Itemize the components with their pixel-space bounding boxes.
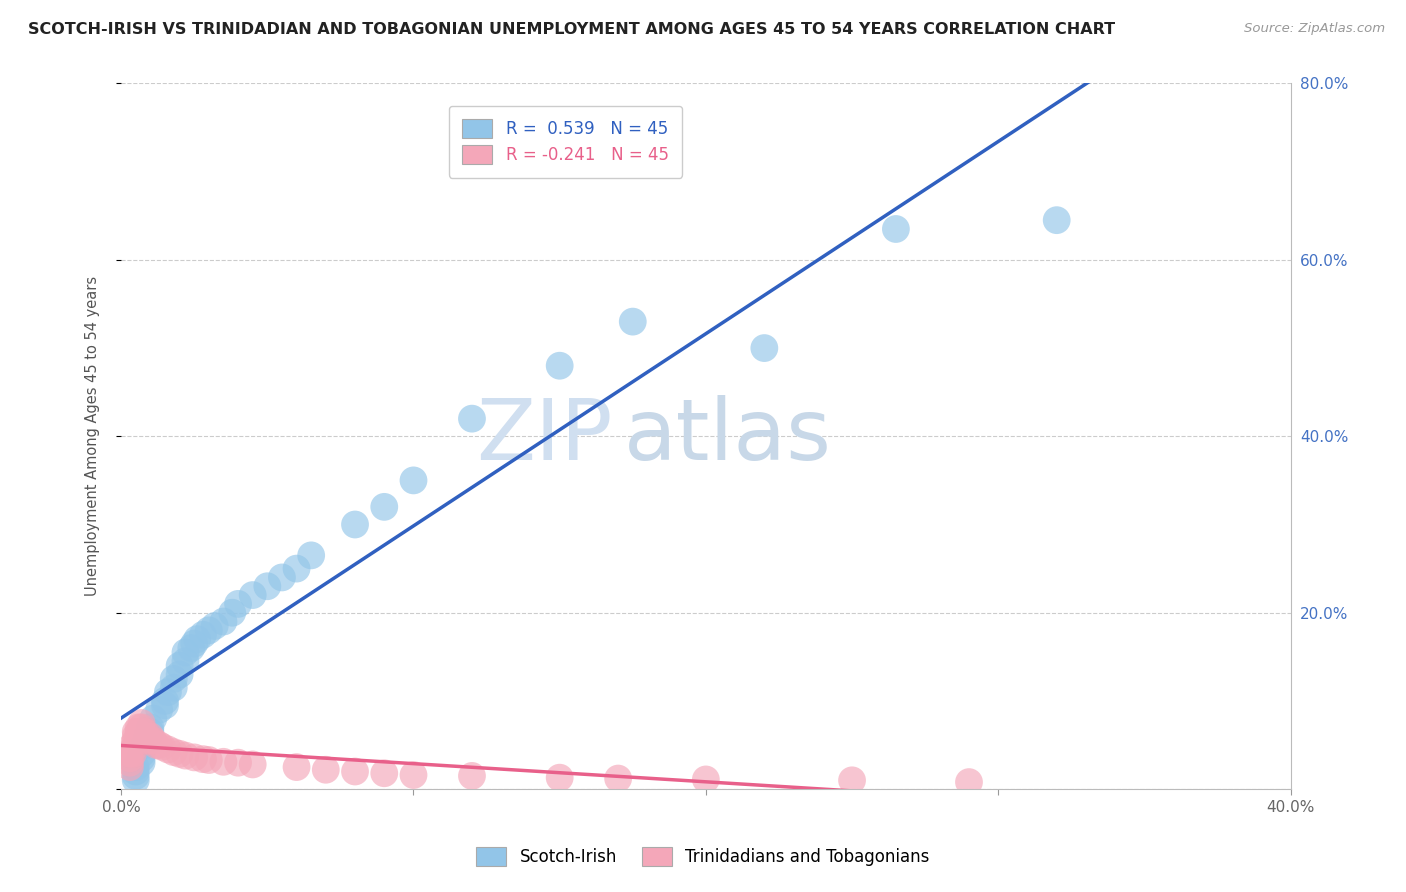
Point <box>221 606 243 620</box>
Point <box>131 720 153 734</box>
Point <box>156 685 179 699</box>
Point <box>121 747 143 761</box>
Point <box>169 658 191 673</box>
Point <box>344 764 367 779</box>
Point <box>134 729 156 743</box>
Point <box>163 745 186 759</box>
Point <box>548 359 571 373</box>
Point <box>125 729 148 743</box>
Point <box>198 624 221 638</box>
Point <box>226 597 249 611</box>
Point <box>373 766 395 780</box>
Point <box>139 733 162 747</box>
Point <box>121 742 143 756</box>
Point <box>884 222 907 236</box>
Point <box>142 733 165 747</box>
Point <box>461 411 484 425</box>
Point <box>299 549 322 563</box>
Point <box>163 681 186 695</box>
Point <box>142 712 165 726</box>
Point <box>131 756 153 770</box>
Point <box>156 742 179 756</box>
Point <box>125 764 148 779</box>
Point <box>191 752 214 766</box>
Point <box>163 672 186 686</box>
Point <box>957 775 980 789</box>
Point <box>118 747 141 761</box>
Point <box>125 760 148 774</box>
Point <box>125 724 148 739</box>
Point <box>148 738 170 752</box>
Point <box>402 474 425 488</box>
Point <box>174 748 197 763</box>
Point <box>183 637 205 651</box>
Point <box>174 645 197 659</box>
Point <box>402 768 425 782</box>
Point <box>139 720 162 734</box>
Point <box>285 760 308 774</box>
Point <box>125 733 148 747</box>
Point <box>183 750 205 764</box>
Point <box>548 771 571 785</box>
Point <box>169 667 191 681</box>
Point <box>212 755 235 769</box>
Point <box>153 698 176 713</box>
Point <box>128 720 150 734</box>
Y-axis label: Unemployment Among Ages 45 to 54 years: Unemployment Among Ages 45 to 54 years <box>86 277 100 597</box>
Point <box>131 751 153 765</box>
Point <box>136 733 159 747</box>
Point <box>136 729 159 743</box>
Point <box>607 772 630 786</box>
Point <box>1046 213 1069 227</box>
Point <box>136 729 159 743</box>
Point <box>121 738 143 752</box>
Point <box>191 628 214 642</box>
Point <box>315 763 337 777</box>
Point <box>754 341 776 355</box>
Point <box>841 773 863 788</box>
Point <box>180 640 202 655</box>
Point <box>285 561 308 575</box>
Point <box>145 738 167 752</box>
Point <box>226 756 249 770</box>
Text: atlas: atlas <box>624 395 832 478</box>
Point <box>139 729 162 743</box>
Point <box>118 760 141 774</box>
Point <box>153 694 176 708</box>
Text: SCOTCH-IRISH VS TRINIDADIAN AND TOBAGONIAN UNEMPLOYMENT AMONG AGES 45 TO 54 YEAR: SCOTCH-IRISH VS TRINIDADIAN AND TOBAGONI… <box>28 22 1115 37</box>
Point <box>373 500 395 514</box>
Text: Source: ZipAtlas.com: Source: ZipAtlas.com <box>1244 22 1385 36</box>
Point <box>242 588 264 602</box>
Point <box>125 773 148 788</box>
Legend: Scotch-Irish, Trinidadians and Tobagonians: Scotch-Irish, Trinidadians and Tobagonia… <box>463 833 943 880</box>
Point <box>131 716 153 731</box>
Point <box>139 724 162 739</box>
Point <box>125 769 148 783</box>
Point <box>198 753 221 767</box>
Point <box>344 517 367 532</box>
Text: ZIP: ZIP <box>475 395 612 478</box>
Point <box>131 747 153 761</box>
Point <box>174 654 197 668</box>
Point <box>134 738 156 752</box>
Point <box>169 747 191 761</box>
Point <box>204 619 226 633</box>
Point <box>128 724 150 739</box>
Point <box>695 772 717 787</box>
Point <box>461 769 484 783</box>
Point <box>118 751 141 765</box>
Point <box>148 703 170 717</box>
Point <box>186 632 208 647</box>
Legend: R =  0.539   N = 45, R = -0.241   N = 45: R = 0.539 N = 45, R = -0.241 N = 45 <box>449 106 682 178</box>
Point <box>150 739 173 754</box>
Point <box>256 579 278 593</box>
Point <box>271 570 294 584</box>
Point <box>118 756 141 770</box>
Point <box>621 315 644 329</box>
Point <box>242 757 264 772</box>
Point <box>212 615 235 629</box>
Point <box>134 724 156 739</box>
